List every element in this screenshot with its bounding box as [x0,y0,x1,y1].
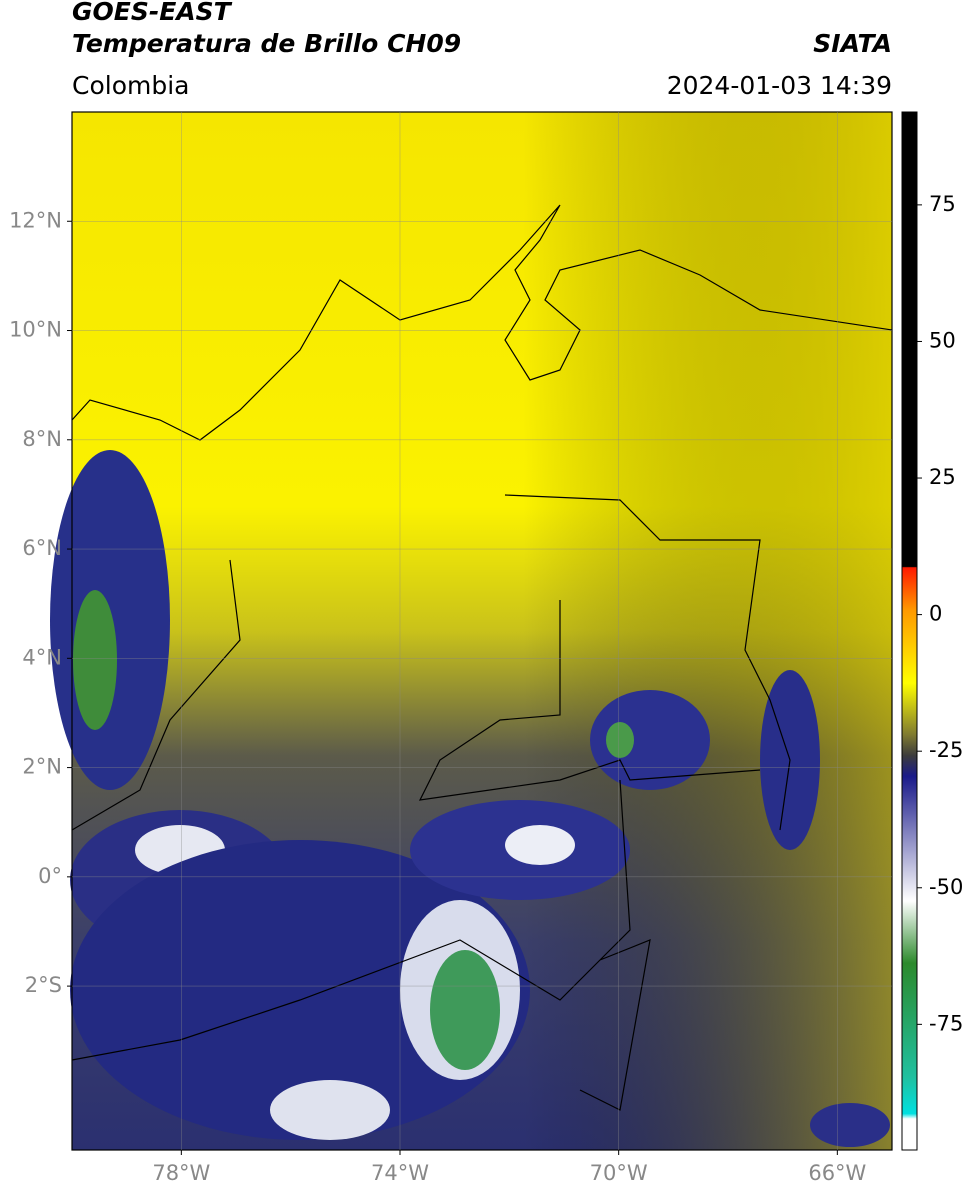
x-tick-label: 70°W [590,1161,648,1185]
x-tick-label: 78°W [152,1161,210,1185]
source: SIATA [813,29,892,58]
timestamp: 2024-01-03 14:39 [667,71,892,100]
x-tick-label: 66°W [808,1161,866,1185]
colorbar-tick-label: -25 [929,738,963,762]
boundaries [71,204,893,1111]
y-tick-label: 6°N [22,536,62,560]
colorbar-tick-label: 75 [929,192,956,216]
y-tick-label: 10°N [9,318,62,342]
x-tick-label: 74°W [371,1161,429,1185]
title: GOES-EAST [72,0,233,26]
y-tick-label: 2°N [22,755,62,779]
satellite-image [50,112,892,1150]
colorbar-tick-label: 50 [929,328,956,352]
region: Colombia [72,71,189,100]
y-tick-label: 4°N [22,645,62,669]
y-tick-label: 8°N [22,427,62,451]
colorbar-tick-label: 0 [929,602,942,626]
y-tick-label: 2°S [25,973,62,997]
subtitle: Temperatura de Brillo CH09 [72,29,461,58]
y-tick-label: 0° [38,864,62,888]
y-tick-label: 12°N [9,208,62,232]
colorbar-tick-label: 25 [929,465,956,489]
colorbar-tick-label: -75 [929,1011,963,1035]
map-frame [71,111,893,1151]
colorbar [901,111,918,1151]
colorbar-tick-label: -50 [929,875,963,899]
